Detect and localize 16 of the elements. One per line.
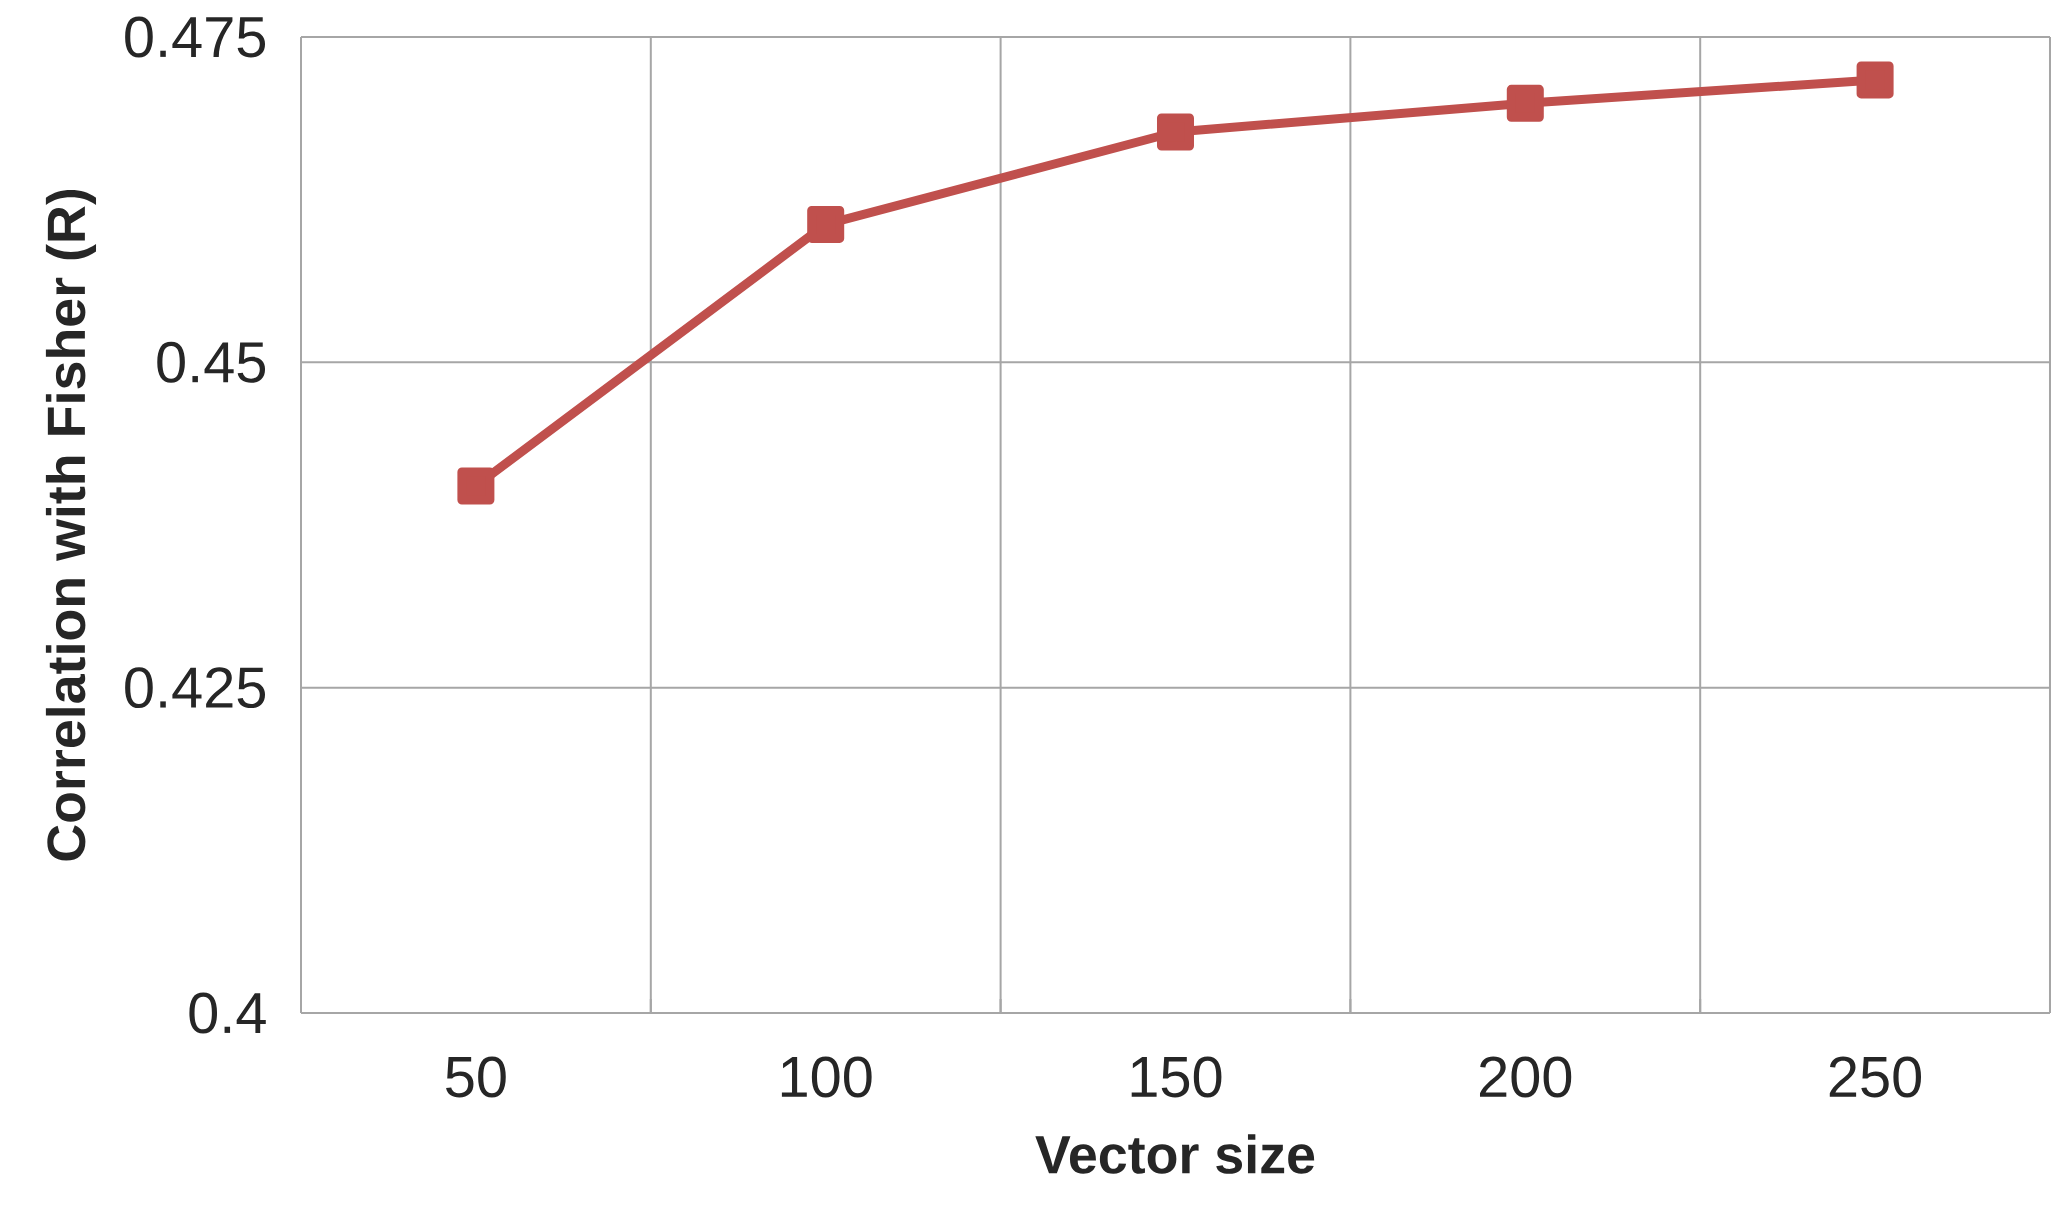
- point: [1157, 113, 1194, 151]
- y-tick-label: 0.45: [157, 341, 266, 383]
- x-tick-label: 250: [1829, 1056, 1922, 1098]
- x-axis-title: Vector size: [1035, 1134, 1315, 1174]
- x-tick-label: 150: [1131, 1056, 1222, 1098]
- point: [1856, 61, 1894, 99]
- y-tick-label: 0.425: [125, 667, 266, 709]
- y-axis-title: Correlation with Fisher (R): [45, 189, 97, 861]
- x-tick-label: 200: [1479, 1056, 1572, 1098]
- x-tick-label: 50: [446, 1056, 506, 1098]
- point: [807, 205, 845, 243]
- point: [457, 467, 495, 505]
- y-tick-label: 0.4: [189, 992, 266, 1034]
- y-tick-label: 0.475: [125, 16, 266, 58]
- point: [1506, 84, 1544, 122]
- x-tick-label: 100: [781, 1056, 872, 1098]
